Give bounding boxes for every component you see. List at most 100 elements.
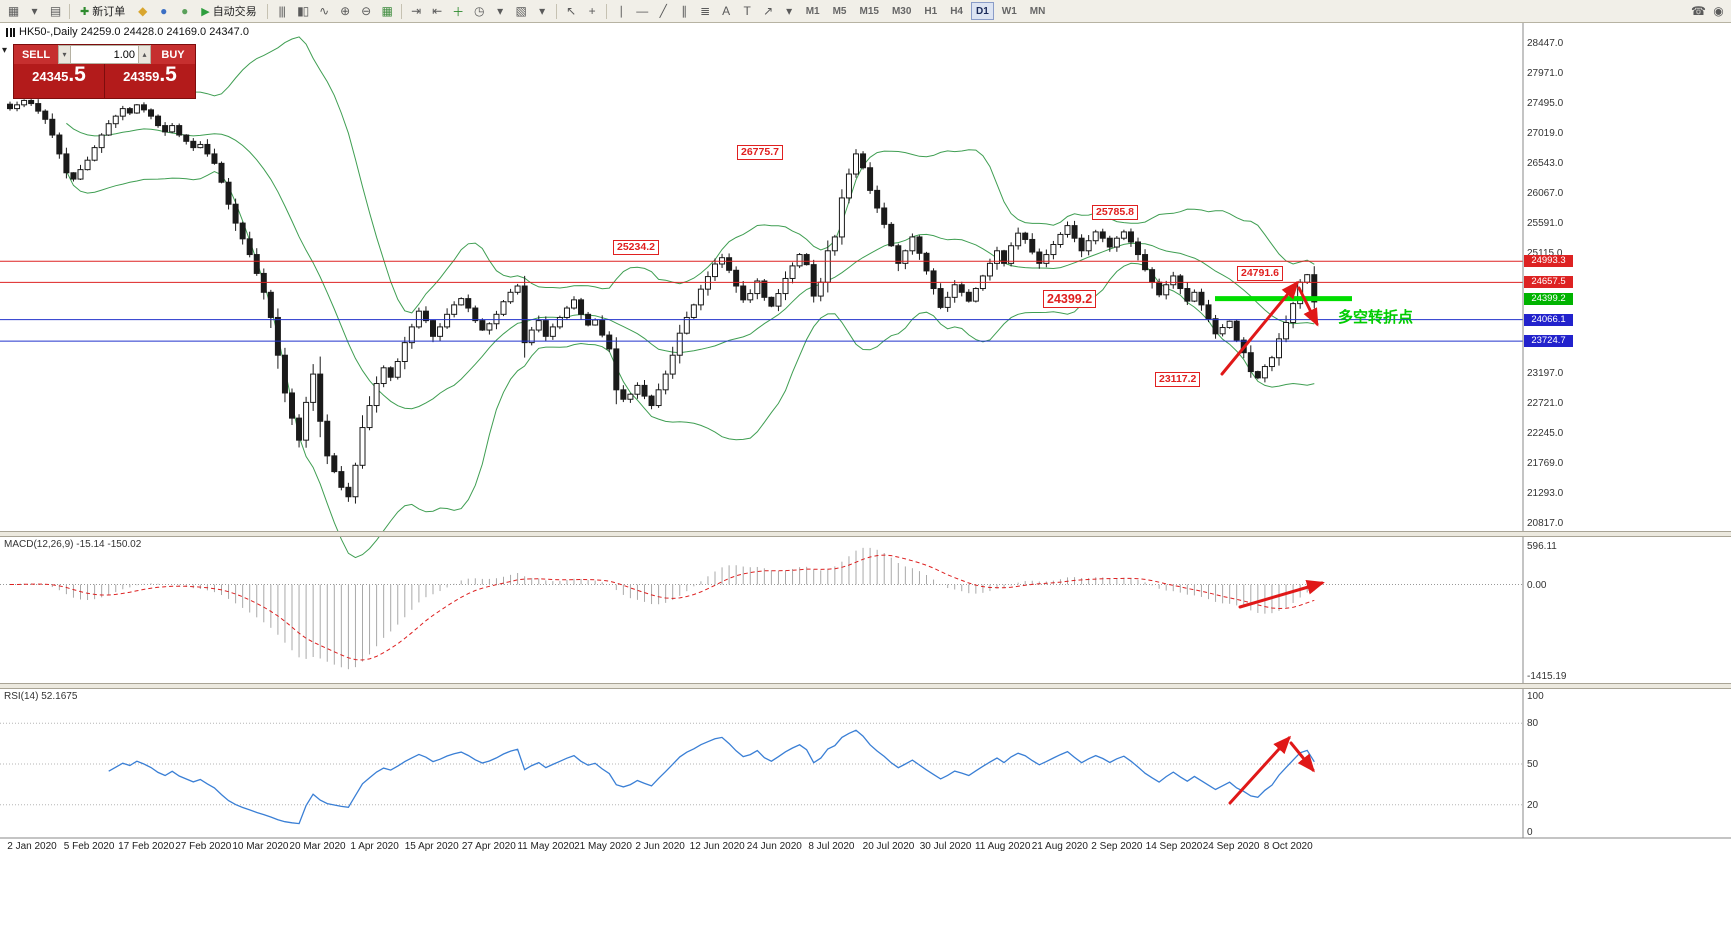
trend-arrow-0[interactable] bbox=[1220, 280, 1299, 376]
label-tool-icon[interactable]: T bbox=[743, 4, 751, 18]
arrows-tool-icon[interactable]: ↗ bbox=[763, 4, 773, 18]
annotation-arrows-layer[interactable] bbox=[1220, 280, 1325, 805]
bar-chart-type-icon[interactable]: ||| bbox=[278, 4, 286, 18]
rsi-panel-splitter[interactable] bbox=[0, 683, 1731, 689]
horizontal-line-icon[interactable]: ― bbox=[636, 4, 648, 18]
timeframe-mn[interactable]: MN bbox=[1029, 5, 1046, 17]
community-icon[interactable]: ◉ bbox=[1713, 4, 1723, 18]
chart-shift-icon[interactable]: ⇤ bbox=[432, 4, 442, 18]
price-tag-24993.3[interactable]: 24993.3 bbox=[1524, 255, 1573, 268]
new-chart-dropdown-icon[interactable]: ▾ bbox=[31, 4, 37, 18]
macd-axis-label: 596.11 bbox=[1527, 541, 1557, 552]
one-click-panel-toggle[interactable]: ▾ bbox=[2, 45, 8, 56]
new-chart-icon[interactable]: ▦ bbox=[7, 4, 19, 18]
templates-icon[interactable]: ▧ bbox=[515, 4, 527, 18]
date-axis-label: 2 Sep 2020 bbox=[1091, 841, 1143, 852]
profiles-icon[interactable]: ▤ bbox=[49, 4, 61, 18]
price-tag-24657.5[interactable]: 24657.5 bbox=[1524, 276, 1573, 289]
zoom-in-icon[interactable]: ⊕ bbox=[340, 4, 350, 18]
price-callout-23117.2[interactable]: 23117.2 bbox=[1155, 372, 1201, 387]
trend-arrow-1[interactable] bbox=[1297, 286, 1319, 327]
turning-point-label: 多空转折点 bbox=[1338, 309, 1414, 326]
zoom-out-icon[interactable]: ⊖ bbox=[361, 4, 371, 18]
toolbar-separator bbox=[69, 3, 70, 19]
navigator-icon[interactable]: ● bbox=[181, 4, 188, 18]
rsi-axis-label: 100 bbox=[1527, 691, 1544, 702]
timeframe-h4[interactable]: H4 bbox=[950, 5, 963, 17]
timeframe-h1[interactable]: H1 bbox=[924, 5, 938, 17]
candlestick-chart-type-icon[interactable]: ▮▯ bbox=[297, 4, 309, 18]
timeframe-w1[interactable]: W1 bbox=[1001, 5, 1017, 17]
timeframe-m5[interactable]: M5 bbox=[832, 5, 847, 17]
auto-scroll-icon[interactable]: ⇥ bbox=[411, 4, 421, 18]
price-callout-24399.2[interactable]: 24399.2 bbox=[1043, 290, 1097, 308]
price-tick: 26067.0 bbox=[1527, 187, 1564, 199]
bollinger-layer bbox=[65, 36, 1315, 559]
line-chart-type-icon[interactable]: ∿ bbox=[319, 4, 329, 18]
timeframe-m15[interactable]: M15 bbox=[859, 5, 879, 17]
timeframe-d1[interactable]: D1 bbox=[971, 2, 994, 20]
lot-decrease-button[interactable]: ▾ bbox=[58, 45, 71, 64]
new-order-button[interactable]: ✚ 新订单 bbox=[74, 2, 131, 21]
lot-size-input[interactable] bbox=[71, 45, 138, 64]
macd-layer bbox=[0, 547, 1523, 670]
price-callout-25785.8[interactable]: 25785.8 bbox=[1092, 205, 1138, 220]
level-lines-layer[interactable] bbox=[0, 260, 1523, 342]
autotrade-button[interactable]: ▶ 自动交易 bbox=[195, 2, 262, 21]
timeframe-m30[interactable]: M30 bbox=[891, 5, 912, 17]
toolbar-separator bbox=[266, 3, 268, 19]
date-axis-label: 2 Jun 2020 bbox=[635, 841, 685, 852]
price-tick: 27495.0 bbox=[1527, 97, 1564, 109]
price-callout-26775.7[interactable]: 26775.7 bbox=[737, 145, 783, 160]
sell-button[interactable]: SELL bbox=[14, 45, 58, 64]
price-tick: 28447.0 bbox=[1527, 38, 1564, 49]
phone-icon[interactable]: ☎ bbox=[1691, 4, 1706, 18]
lot-increase-button[interactable]: ▴ bbox=[138, 45, 151, 64]
tile-windows-icon[interactable]: ▦ bbox=[381, 4, 393, 18]
price-tag-24399.2[interactable]: 24399.2 bbox=[1524, 292, 1573, 305]
periods-icon[interactable]: ◷ bbox=[473, 4, 484, 18]
candles-layer bbox=[7, 99, 1318, 504]
market-watch-icon[interactable]: ● bbox=[160, 4, 167, 18]
toolbar-separator bbox=[605, 3, 607, 19]
templates-dropdown-icon[interactable]: ▾ bbox=[539, 4, 545, 18]
arrows-dropdown-icon[interactable]: ▾ bbox=[786, 4, 792, 18]
rsi-arrow-1[interactable] bbox=[1289, 741, 1315, 773]
date-axis-label: 30 Jul 2020 bbox=[919, 841, 972, 852]
date-axis-label: 1 Apr 2020 bbox=[350, 841, 399, 852]
price-callout-25234.2[interactable]: 25234.2 bbox=[613, 240, 659, 255]
date-axis-label: 12 Jun 2020 bbox=[689, 841, 745, 852]
rsi-layer bbox=[0, 722, 1523, 825]
trendline-icon[interactable]: ╱ bbox=[659, 4, 667, 18]
date-axis-label: 27 Feb 2020 bbox=[175, 841, 232, 852]
date-axis-label: 14 Sep 2020 bbox=[1145, 841, 1203, 852]
sell-price-dec: .5 bbox=[68, 63, 86, 86]
rsi-arrow-0[interactable] bbox=[1228, 735, 1292, 805]
rsi-axis-label: 20 bbox=[1527, 799, 1539, 811]
timeframe-m1[interactable]: M1 bbox=[805, 5, 820, 17]
crosshair-icon[interactable]: + bbox=[588, 4, 596, 18]
vertical-line-icon[interactable]: ∣ bbox=[618, 4, 624, 18]
periods-dropdown-icon[interactable]: ▾ bbox=[497, 4, 503, 18]
channel-icon[interactable]: ∥ bbox=[681, 4, 687, 18]
buy-button[interactable]: BUY bbox=[151, 45, 195, 64]
indicators-icon[interactable]: ＋ bbox=[452, 4, 464, 19]
buy-price[interactable]: 24359 .5 bbox=[105, 64, 195, 98]
price-callout-24791.6[interactable]: 24791.6 bbox=[1237, 266, 1283, 281]
macd-arrow-0[interactable] bbox=[1238, 580, 1325, 609]
sell-price-int: 24345 bbox=[32, 69, 69, 84]
fibonacci-icon[interactable]: ≣ bbox=[700, 4, 710, 18]
metaeditor-icon[interactable]: ◆ bbox=[138, 4, 147, 18]
sell-price[interactable]: 24345 .5 bbox=[14, 64, 104, 98]
price-tag-23724.7[interactable]: 23724.7 bbox=[1524, 335, 1573, 348]
date-axis-label: 10 Mar 2020 bbox=[232, 841, 289, 852]
price-tag-24066.1[interactable]: 24066.1 bbox=[1524, 313, 1573, 326]
text-tool-icon[interactable]: A bbox=[722, 4, 730, 18]
macd-panel-splitter[interactable] bbox=[0, 531, 1731, 537]
price-tick: 23197.0 bbox=[1527, 368, 1564, 380]
cursor-icon[interactable]: ↖ bbox=[566, 4, 576, 18]
rsi-axis-label: 80 bbox=[1527, 718, 1539, 730]
chart-ohlc-text: HK50-,Daily 24259.0 24428.0 24169.0 2434… bbox=[19, 26, 249, 38]
price-tick: 20817.0 bbox=[1527, 518, 1564, 529]
